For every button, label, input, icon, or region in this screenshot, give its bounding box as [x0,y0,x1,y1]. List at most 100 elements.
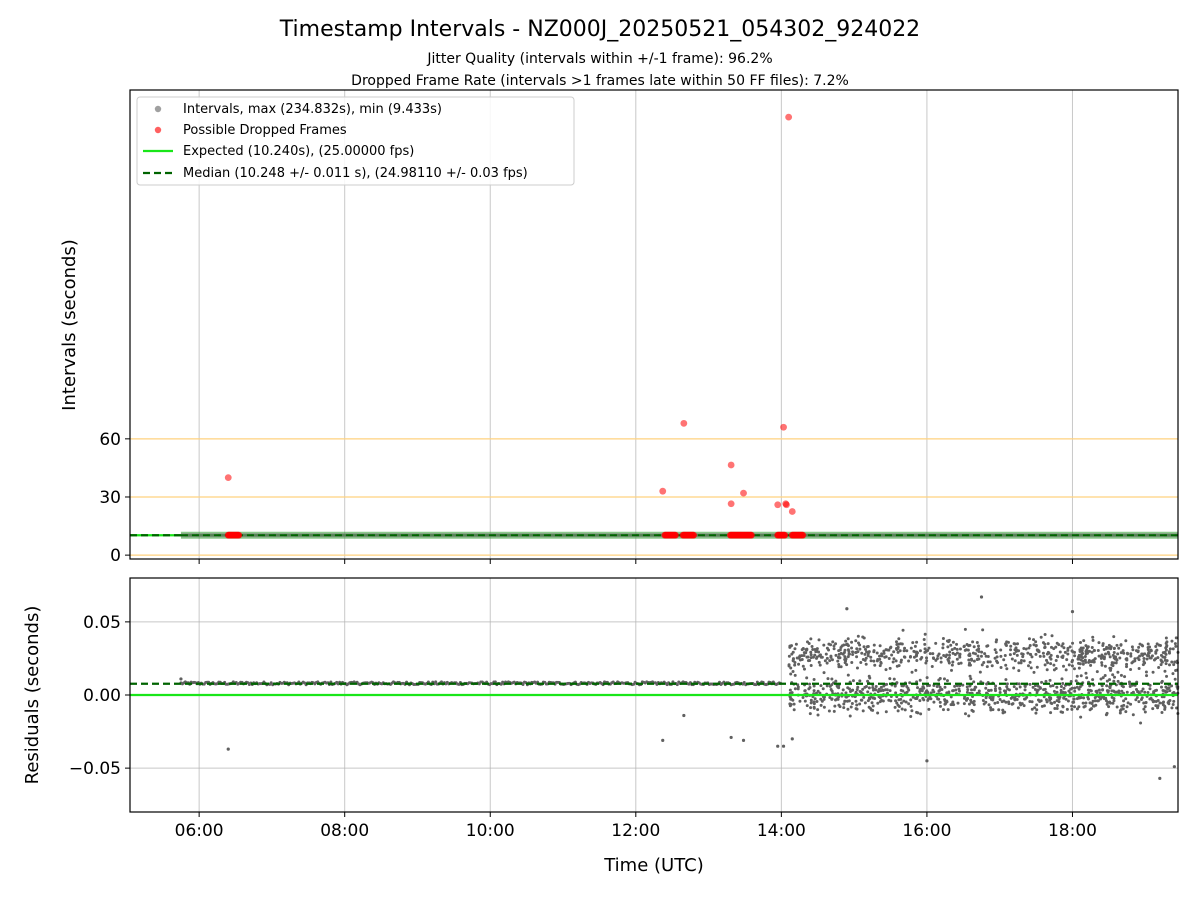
residual-point [1099,677,1103,681]
residual-point [1060,677,1064,681]
residual-point [1081,651,1085,655]
residual-point [1024,647,1028,651]
residual-point [822,643,826,647]
residual-point [820,699,824,703]
residual-point [953,684,957,688]
residual-point [1022,704,1026,708]
residual-point [1091,638,1095,642]
residual-point [812,684,816,688]
residual-point [981,698,985,702]
residual-point [856,650,860,654]
residual-point [1161,651,1165,655]
residual-point [1171,703,1175,707]
residual-point [962,645,966,649]
residual-point [924,649,928,653]
residual-point [978,670,982,674]
residual-point [1170,639,1174,643]
residual-point [1054,659,1058,663]
residual-point [1061,656,1065,660]
residual-point [1012,652,1016,656]
residual-point [868,676,872,680]
residual-point [791,650,795,654]
residual-point [940,688,944,692]
residual-point [1034,640,1038,644]
residual-point [1042,654,1046,658]
residual-point [1079,641,1083,645]
residual-point [1161,701,1165,705]
residual-point [908,681,912,685]
residual-point [967,702,971,706]
dropped-frame-point [785,113,793,121]
residual-point [1046,642,1050,646]
residual-point [861,687,865,691]
residual-point [1019,703,1023,707]
legend-label-intervals: Intervals, max (234.832s), min (9.433s) [183,102,442,117]
residual-point [871,685,875,689]
residual-point [1072,700,1076,704]
residual-point [1107,705,1111,709]
residual-point [1070,704,1074,708]
residual-point [1090,650,1094,654]
residual-point [1026,664,1030,668]
residual-point [1156,656,1160,660]
residual-point [871,696,875,700]
residual-point [994,650,998,654]
residual-point [1004,700,1008,704]
residual-point [1126,652,1130,656]
dropped-frame-point [224,474,232,482]
residual-point [1019,659,1023,663]
residual-point [1174,644,1178,648]
residual-point [1090,646,1094,650]
residual-point [1058,650,1062,654]
residual-point [879,689,883,693]
residual-point [1171,647,1175,651]
residual-point [837,703,841,707]
residual-point [1077,653,1081,657]
residual-point [1112,646,1116,650]
residual-point [1111,664,1115,668]
residual-point [936,697,940,701]
residual-point [953,646,957,650]
residual-point [985,665,989,669]
dropped-frame-point [740,489,747,497]
residual-point [1108,678,1112,682]
residual-point [1077,696,1081,700]
residual-point [832,647,836,651]
residual-point [1081,701,1085,705]
residual-point [788,644,792,648]
residual-point [903,708,907,712]
residual-point [973,685,977,689]
legend: Intervals, max (234.832s), min (9.433s) … [136,96,575,186]
residual-point [1108,655,1112,659]
residual-point [805,676,809,680]
subtitle-jitter-quality: Jitter Quality (intervals within +/-1 fr… [426,51,772,67]
residual-point [179,677,183,681]
residual-point [791,669,795,673]
residual-point [1081,656,1085,660]
residual-point [1077,661,1081,665]
residual-point [1167,702,1171,706]
residual-point [1049,711,1053,715]
residual-point [828,696,832,700]
residual-point [803,699,807,703]
residual-point [808,659,812,663]
residual-point [1050,634,1054,638]
residual-point [1159,663,1163,667]
residual-point [855,666,859,670]
residual-point [997,708,1001,712]
residual-point [1129,654,1133,658]
residual-point [866,644,870,648]
residual-point [800,648,804,652]
residual-point [993,648,997,652]
residual-point [1017,669,1021,673]
residual-point [1091,635,1095,639]
x-tick-label: 06:00 [175,821,224,841]
residual-point [1030,700,1034,704]
residual-point [811,655,815,659]
residual-point [907,659,911,663]
x-axis-label: Time (UTC) [603,855,704,876]
residual-point [797,656,801,660]
residual-point [1170,684,1174,688]
residual-point [950,668,954,672]
residual-point [1109,668,1113,672]
